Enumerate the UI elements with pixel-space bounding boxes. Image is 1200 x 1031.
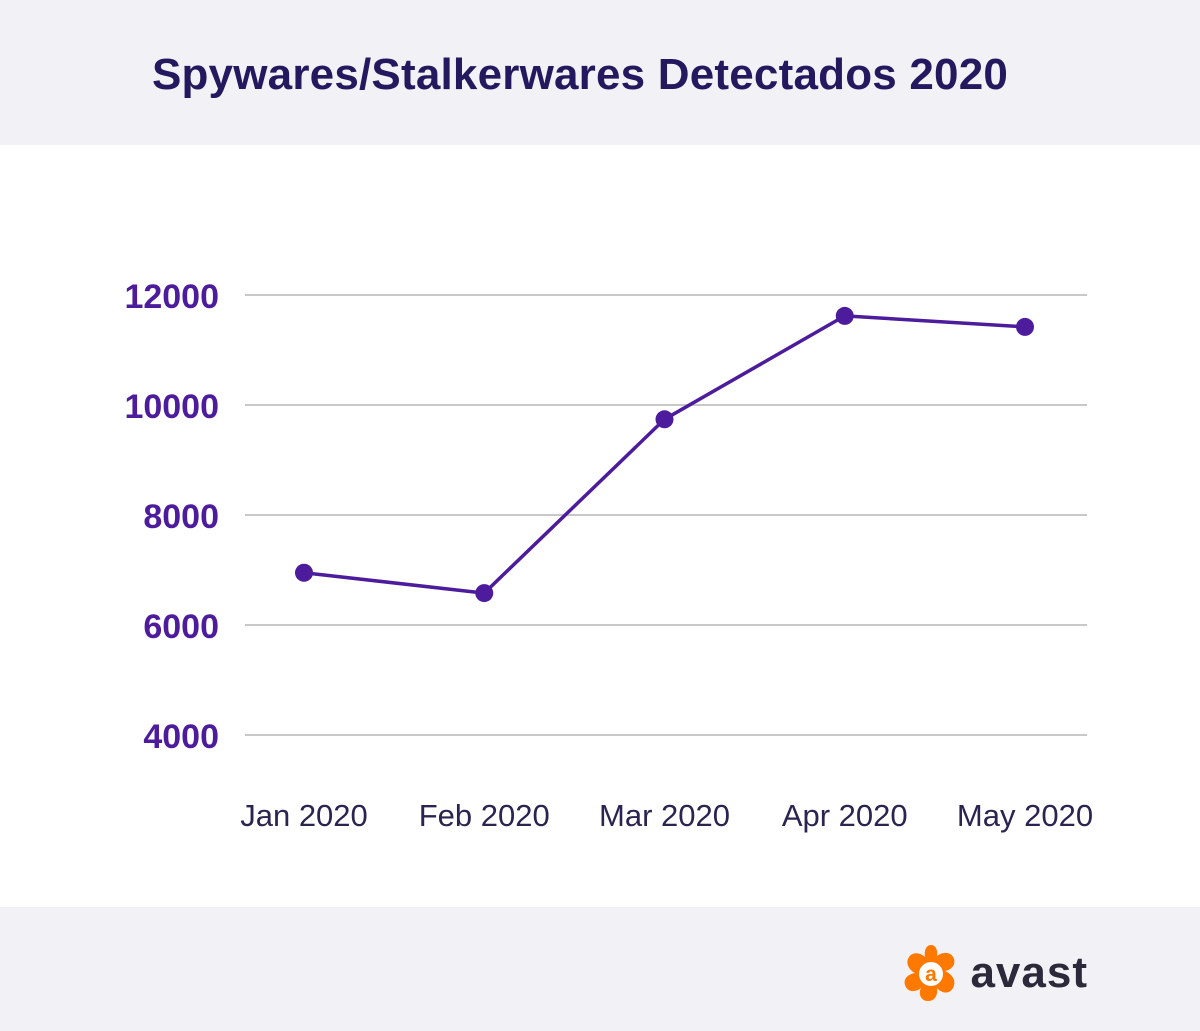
series-line	[303, 314, 1026, 595]
x-tick-label: Jan 2020	[240, 798, 368, 833]
y-tick-label: 8000	[143, 498, 219, 536]
x-tick-label: Mar 2020	[599, 798, 730, 833]
data-point	[475, 584, 494, 603]
brand-logo: a avast	[900, 941, 1088, 1005]
data-point	[295, 563, 313, 582]
data-point	[1016, 317, 1034, 336]
footer: a avast	[0, 907, 1200, 1031]
x-tick-label: Feb 2020	[419, 798, 550, 833]
avast-logo-icon: a	[905, 945, 955, 1001]
chart-area: 12000 10000 8000 6000 4000 Jan 2020 Feb 2020 Ma…	[0, 145, 1200, 907]
chart-title: Spywares/Stalkerwares Detectados 2020	[151, 50, 1009, 99]
x-tick-label: May 2020	[957, 798, 1093, 833]
y-tick-label: 10000	[124, 388, 219, 426]
x-tick-label: Apr 2020	[782, 798, 908, 833]
svg-text:a: a	[926, 963, 938, 986]
y-tick-label: 6000	[143, 608, 219, 646]
y-tick-label: 12000	[124, 278, 219, 316]
data-point	[655, 410, 674, 429]
y-tick-label: 4000	[143, 718, 219, 756]
line-chart: 12000 10000 8000 6000 4000 Jan 2020 Feb 2020 Ma…	[124, 278, 1093, 833]
data-point	[835, 306, 854, 325]
logo-text: avast	[970, 948, 1088, 997]
header: Spywares/Stalkerwares Detectados 2020	[0, 0, 1200, 145]
